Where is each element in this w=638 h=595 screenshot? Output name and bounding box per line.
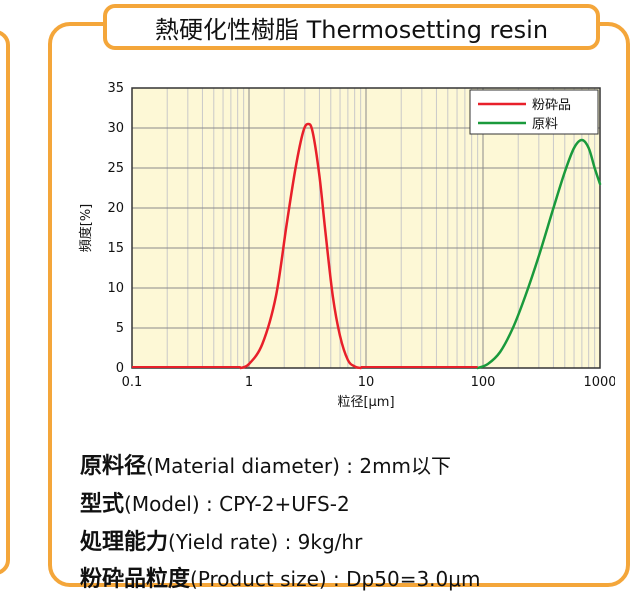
info-value: (Material diameter) : 2mm以下	[146, 454, 452, 478]
x-tick-label: 10	[358, 375, 375, 390]
particle-size-chart: 0.1 1 10 100 1000 0 5 10 15 20 25 30 35 粒径[μm] 頻度[%] 粉砕…	[78, 81, 615, 410]
info-value: (Model) : CPY-2+UFS-2	[124, 492, 350, 516]
info-yield-rate: 処理能力(Yield rate) : 9kg/hr	[80, 524, 362, 556]
x-tick-label: 1	[245, 375, 253, 390]
legend-label: 粉砕品	[532, 98, 571, 113]
series-line-1	[239, 122, 362, 370]
y-tick-label: 30	[107, 121, 124, 136]
y-tick-label: 0	[116, 361, 124, 376]
series-line-2	[476, 138, 602, 370]
info-product-size: 粉砕品粒度(Product size) : Dp50=3.0μm	[80, 561, 480, 593]
y-tick-label: 35	[107, 81, 124, 96]
info-label: 型式	[80, 492, 125, 517]
legend-label: 原料	[532, 117, 558, 132]
card-title: 熱硬化性樹脂 Thermosetting resin	[103, 4, 600, 50]
y-tick-label: 15	[107, 241, 124, 256]
info-value: (Yield rate) : 9kg/hr	[168, 530, 363, 554]
info-label: 処理能力	[80, 530, 169, 555]
x-axis-label: 粒径[μm]	[337, 395, 394, 410]
info-value: (Product size) : Dp50=3.0μm	[190, 567, 481, 591]
x-tick-label: 100	[471, 375, 496, 390]
left-panel-edge	[0, 30, 10, 575]
info-material-diameter: 原料径(Material diameter) : 2mm以下	[80, 448, 451, 480]
x-tick-label: 0.1	[122, 375, 143, 390]
y-tick-label: 5	[116, 321, 124, 336]
x-tick-label: 1000	[583, 375, 615, 390]
info-model: 型式(Model) : CPY-2+UFS-2	[80, 486, 350, 518]
info-label: 粉砕品粒度	[80, 567, 191, 592]
y-tick-label: 25	[107, 161, 124, 176]
info-label: 原料径	[80, 454, 147, 479]
y-tick-label: 10	[107, 281, 124, 296]
y-axis-label: 頻度[%]	[78, 204, 94, 253]
legend-box	[469, 89, 599, 135]
y-tick-label: 20	[107, 201, 124, 216]
